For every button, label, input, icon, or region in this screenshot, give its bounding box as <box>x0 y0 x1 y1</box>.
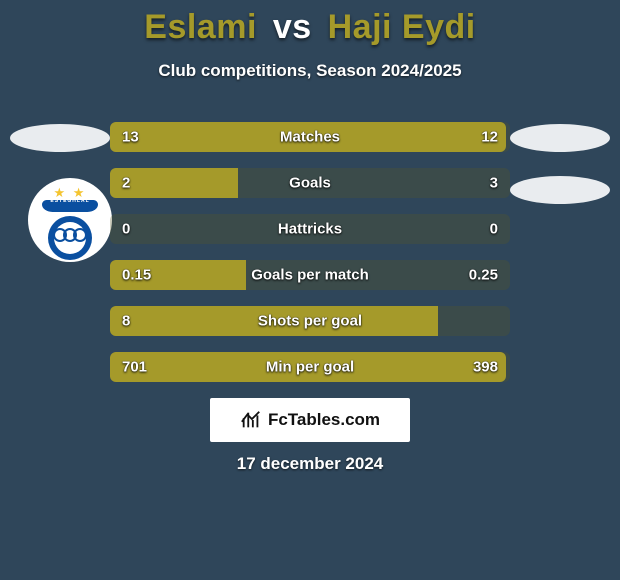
page-title: Eslami vs Haji Eydi <box>0 0 620 47</box>
date-label: 17 december 2024 <box>237 454 384 474</box>
stat-label: Goals per match <box>251 267 369 284</box>
player1-name: Eslami <box>144 8 257 46</box>
crest-rings-icon <box>53 228 87 242</box>
stat-value-right: 3 <box>490 175 498 192</box>
stat-value-right: 12 <box>481 129 498 146</box>
right-team-badge-1 <box>510 124 610 152</box>
stat-value-left: 701 <box>122 359 147 376</box>
stat-value-right: 0 <box>490 221 498 238</box>
fctables-logo-icon <box>240 409 262 431</box>
vs-label: vs <box>273 8 312 46</box>
comparison-card: Eslami vs Haji Eydi Club competitions, S… <box>0 0 620 580</box>
left-club-crest: ★ ★ ESTEGHLAL <box>28 178 112 262</box>
stat-value-left: 2 <box>122 175 130 192</box>
stat-value-right: 0.25 <box>469 267 498 284</box>
subtitle: Club competitions, Season 2024/2025 <box>0 61 620 81</box>
stat-row: 8 Shots per goal <box>110 306 510 336</box>
fctables-text: FcTables.com <box>268 410 380 430</box>
crest-brand-text: ESTEGHLAL <box>50 198 89 204</box>
stat-label: Shots per goal <box>258 313 362 330</box>
stat-row: 0 Hattricks 0 <box>110 214 510 244</box>
stat-row: 2 Goals 3 <box>110 168 510 198</box>
stat-row: 701 Min per goal 398 <box>110 352 510 382</box>
player2-name: Haji Eydi <box>328 8 476 46</box>
stats-container: 13 Matches 12 2 Goals 3 0 Hattricks 0 0.15 Goals p… <box>110 122 510 398</box>
stat-label: Matches <box>280 129 340 146</box>
stat-row: 0.15 Goals per match 0.25 <box>110 260 510 290</box>
stat-row: 13 Matches 12 <box>110 122 510 152</box>
stat-value-left: 0 <box>122 221 130 238</box>
stat-value-right: 398 <box>473 359 498 376</box>
fctables-badge: FcTables.com <box>210 398 410 442</box>
stat-value-left: 13 <box>122 129 139 146</box>
stat-label: Hattricks <box>278 221 342 238</box>
left-team-badge-1 <box>10 124 110 152</box>
stat-value-left: 0.15 <box>122 267 151 284</box>
right-team-badge-2 <box>510 176 610 204</box>
stat-label: Min per goal <box>266 359 354 376</box>
stat-label: Goals <box>289 175 331 192</box>
stat-value-left: 8 <box>122 313 130 330</box>
